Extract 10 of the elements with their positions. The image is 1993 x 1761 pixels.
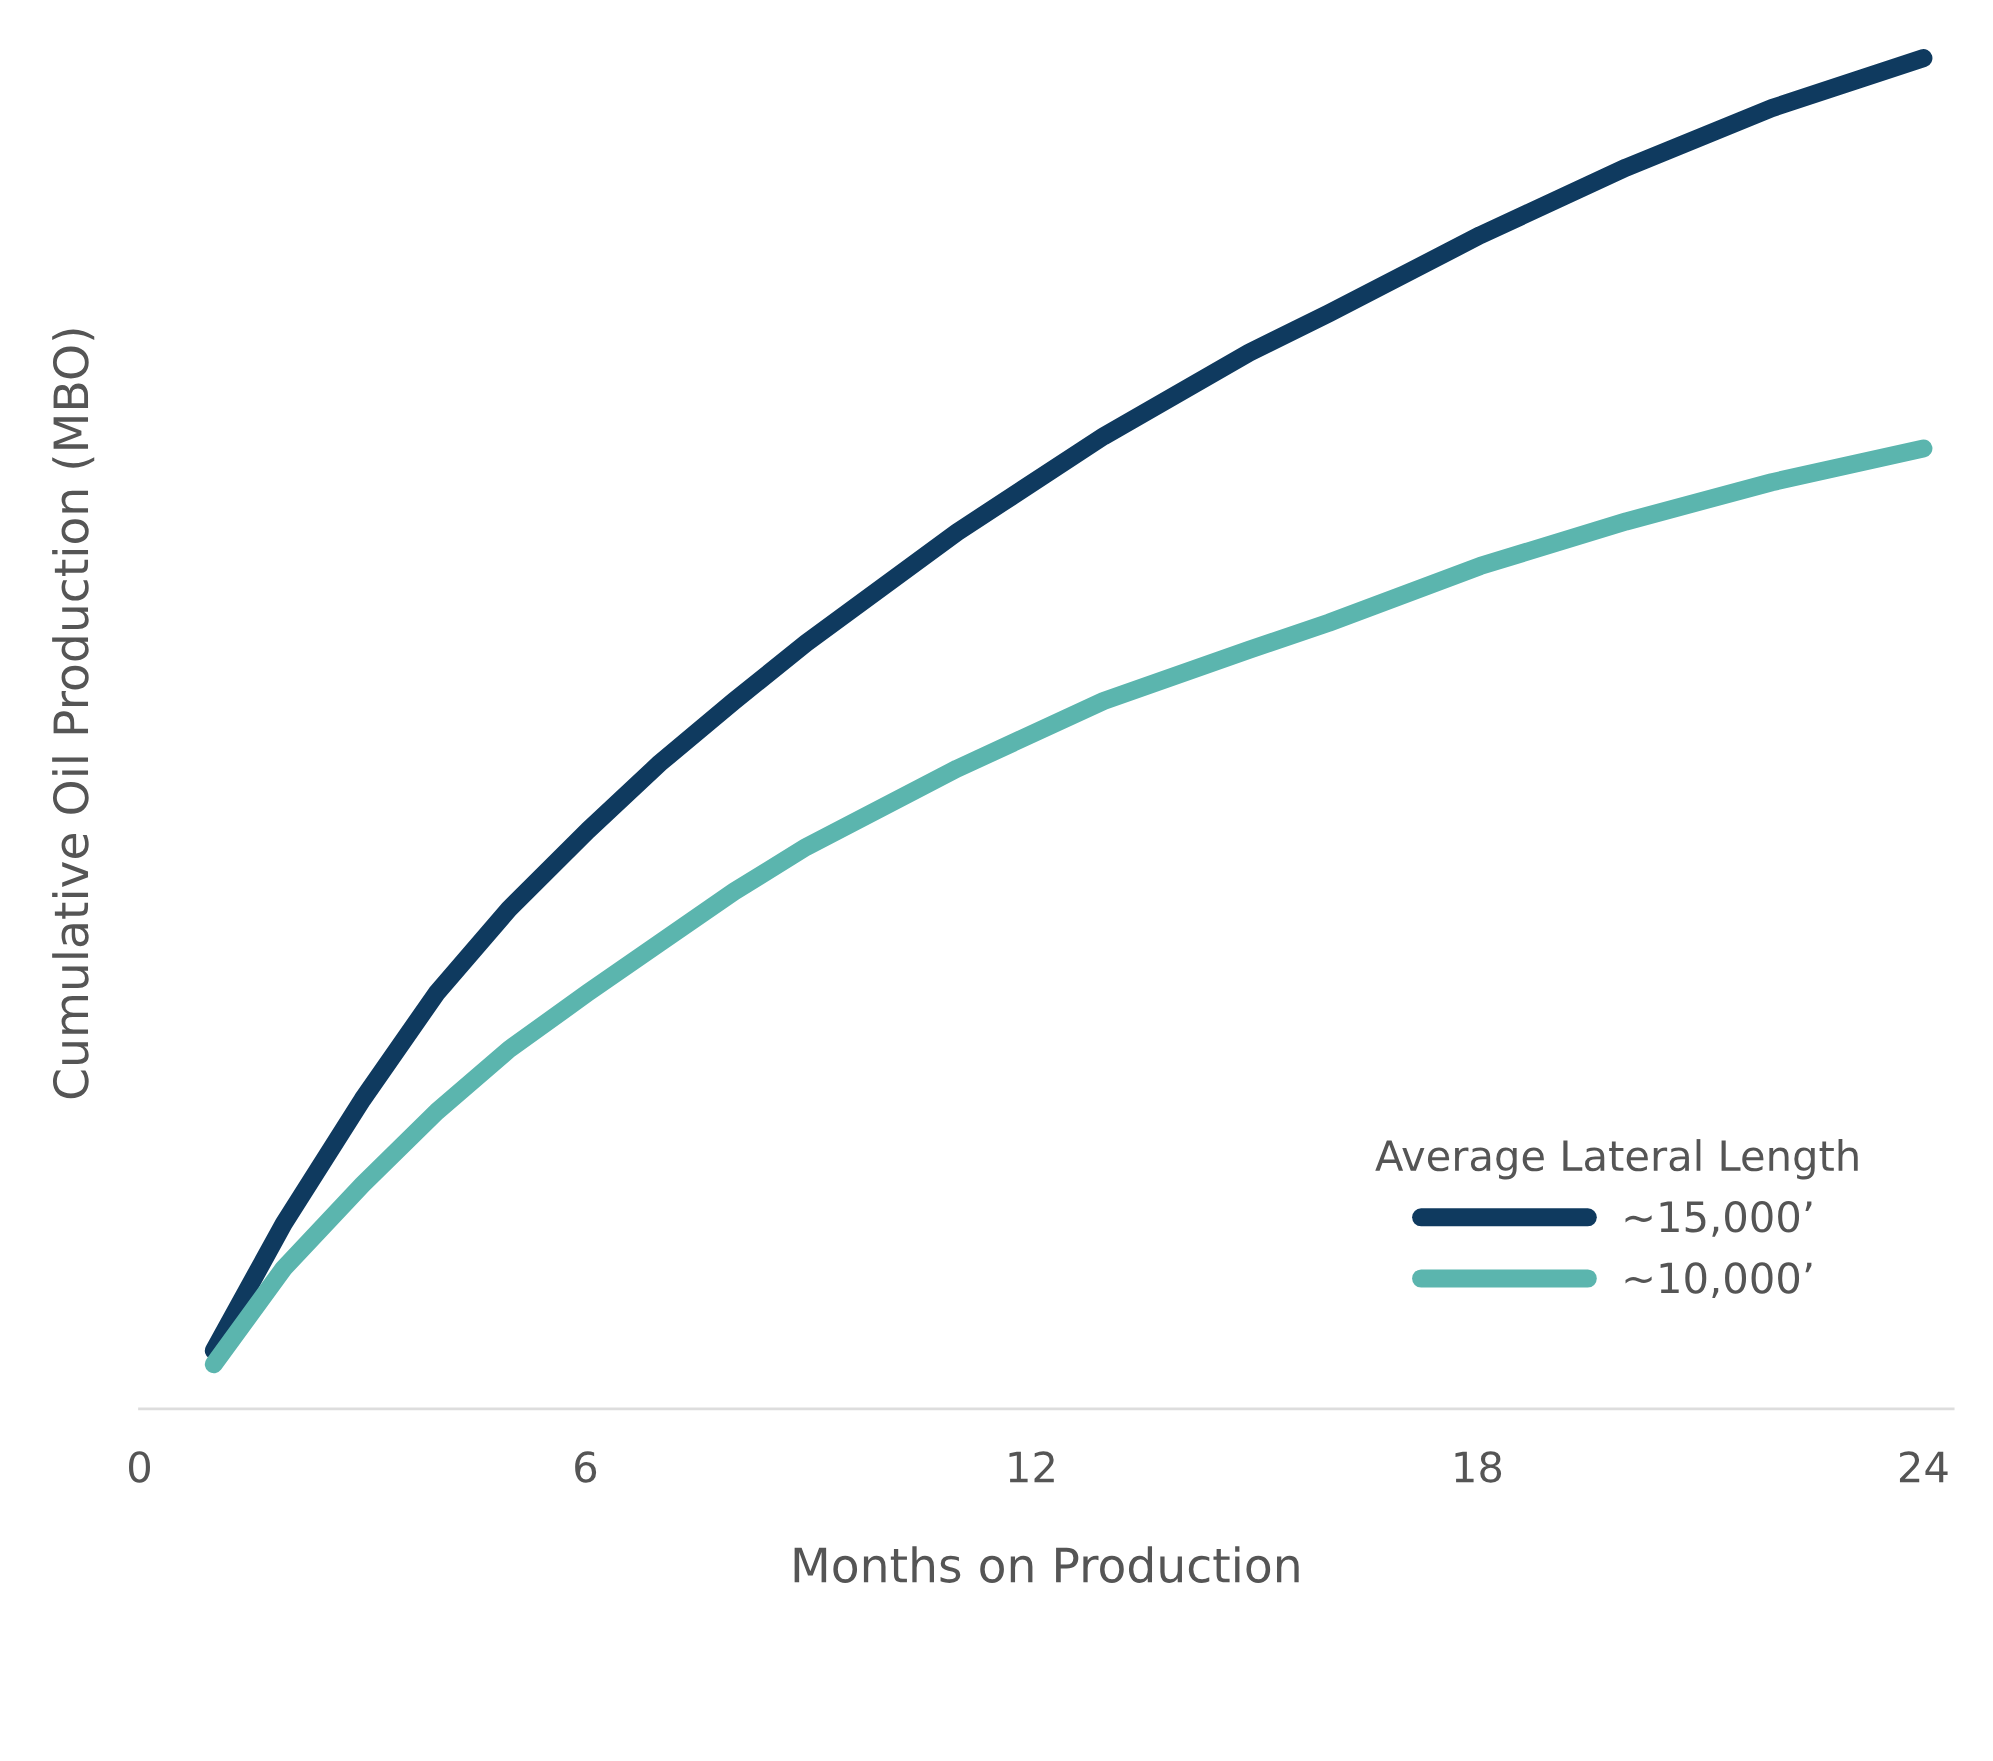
x-tick-label: 12 — [1009, 1451, 1054, 1483]
legend-label: ~15,000’ — [1625, 1200, 1812, 1237]
x-axis-title: Months on Production — [794, 1546, 1299, 1583]
x-tick-label: 24 — [1899, 1451, 1948, 1483]
x-tick-label: 0 — [129, 1451, 150, 1483]
x-tick-label: 18 — [1455, 1451, 1502, 1483]
legend-label: ~10,000’ — [1625, 1262, 1812, 1298]
y-axis-title: Cumulative Oil Production (MBO) — [52, 329, 95, 1099]
legend-title: Average Lateral Length — [1375, 1139, 1858, 1180]
x-tick-label: 6 — [575, 1451, 597, 1483]
